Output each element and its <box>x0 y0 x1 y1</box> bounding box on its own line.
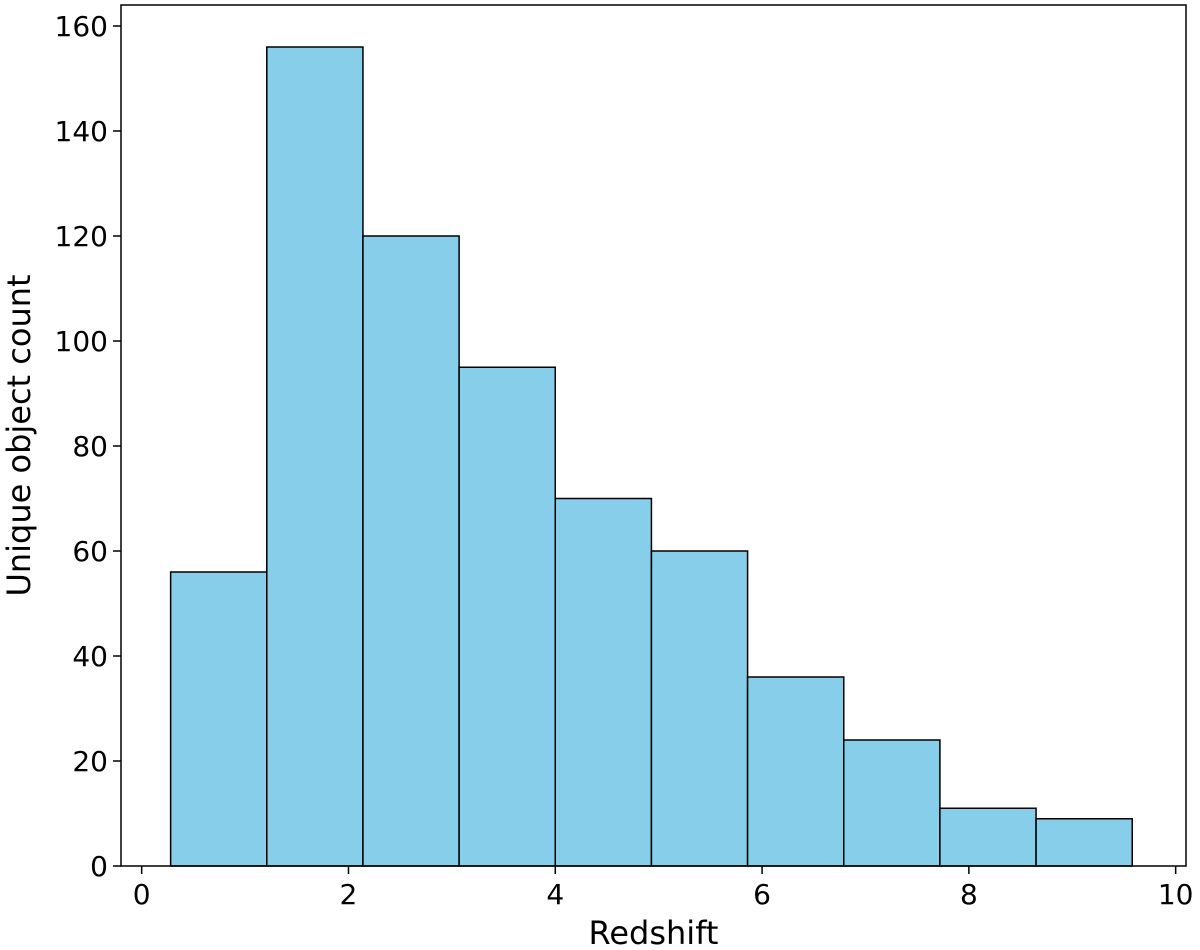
histogram-bar-1 <box>169 571 268 867</box>
y-tick-label: 60 <box>72 535 108 568</box>
x-tick-label: 10 <box>1158 878 1194 911</box>
x-tick-label: 0 <box>133 878 151 911</box>
plot-frame <box>120 4 1187 867</box>
histogram-bar-8 <box>843 739 941 867</box>
y-tick-label: 120 <box>55 220 108 253</box>
histogram-bar-10 <box>1035 818 1133 867</box>
x-axis-ticks: 0 2 4 6 8 10 <box>133 866 1194 911</box>
histogram-bar-6 <box>650 550 749 867</box>
histogram-bar-2 <box>266 46 364 867</box>
y-axis-title: Unique object count <box>0 274 38 596</box>
x-tick-label: 4 <box>546 878 564 911</box>
histogram-bar-7 <box>746 676 845 867</box>
histogram-bar-9 <box>939 807 1037 867</box>
y-tick-label: 0 <box>90 850 108 883</box>
y-tick-label: 80 <box>72 430 108 463</box>
x-axis-title: Redshift <box>589 914 719 950</box>
y-tick-label: 140 <box>55 115 108 148</box>
y-tick-label: 40 <box>72 640 108 673</box>
y-tick-label: 160 <box>55 10 108 43</box>
bars-group <box>169 46 1133 867</box>
histogram-bar-5 <box>554 497 653 867</box>
x-tick-label: 8 <box>960 878 978 911</box>
y-tick-label: 20 <box>72 745 108 778</box>
x-tick-label: 6 <box>753 878 771 911</box>
x-tick-label: 2 <box>340 878 358 911</box>
y-tick-label: 100 <box>55 325 108 358</box>
histogram-bar-3 <box>362 235 460 867</box>
histogram-bar-4 <box>458 366 557 867</box>
y-axis-ticks: 0 20 40 60 80 100 120 140 160 <box>55 10 121 883</box>
